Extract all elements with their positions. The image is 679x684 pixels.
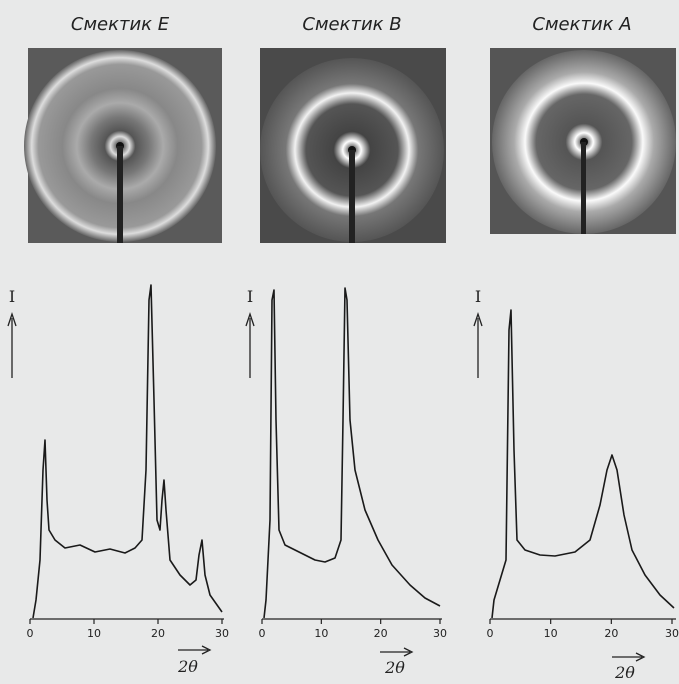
x-axis-label: 2θ [177, 657, 198, 676]
panel-title: Смектик B [302, 14, 401, 35]
x-tick-label: 10 [314, 627, 328, 640]
x-axis-label: 2θ [384, 658, 405, 677]
intensity-curve [32, 284, 223, 619]
axes [7, 311, 676, 662]
x-tick-label: 0 [487, 627, 494, 640]
x-tick-label: 0 [259, 627, 266, 640]
x-axis-label: 2θ [614, 663, 635, 680]
intensity-curve [491, 309, 675, 619]
x-tick-label: 20 [151, 627, 165, 640]
y-axis-label: I [247, 287, 253, 306]
diffraction-image [260, 48, 446, 243]
x-tick-label: 20 [604, 627, 618, 640]
x-tick-label: 0 [27, 627, 34, 640]
panel-title: Смектик E [71, 14, 170, 35]
x-tick-label: 30 [215, 627, 229, 640]
diffraction-image [490, 48, 676, 234]
x-tick-label: 20 [374, 627, 388, 640]
y-axis-label: I [475, 287, 481, 306]
x-tick-label: 30 [433, 627, 447, 640]
diffraction-image [24, 48, 222, 243]
y-axis-label: I [9, 287, 15, 306]
intensity-curve [263, 287, 441, 619]
x-tick-label: 30 [665, 627, 679, 640]
panel-title: Смектик A [532, 14, 631, 35]
x-tick-label: 10 [87, 627, 101, 640]
x-tick-label: 10 [544, 627, 558, 640]
